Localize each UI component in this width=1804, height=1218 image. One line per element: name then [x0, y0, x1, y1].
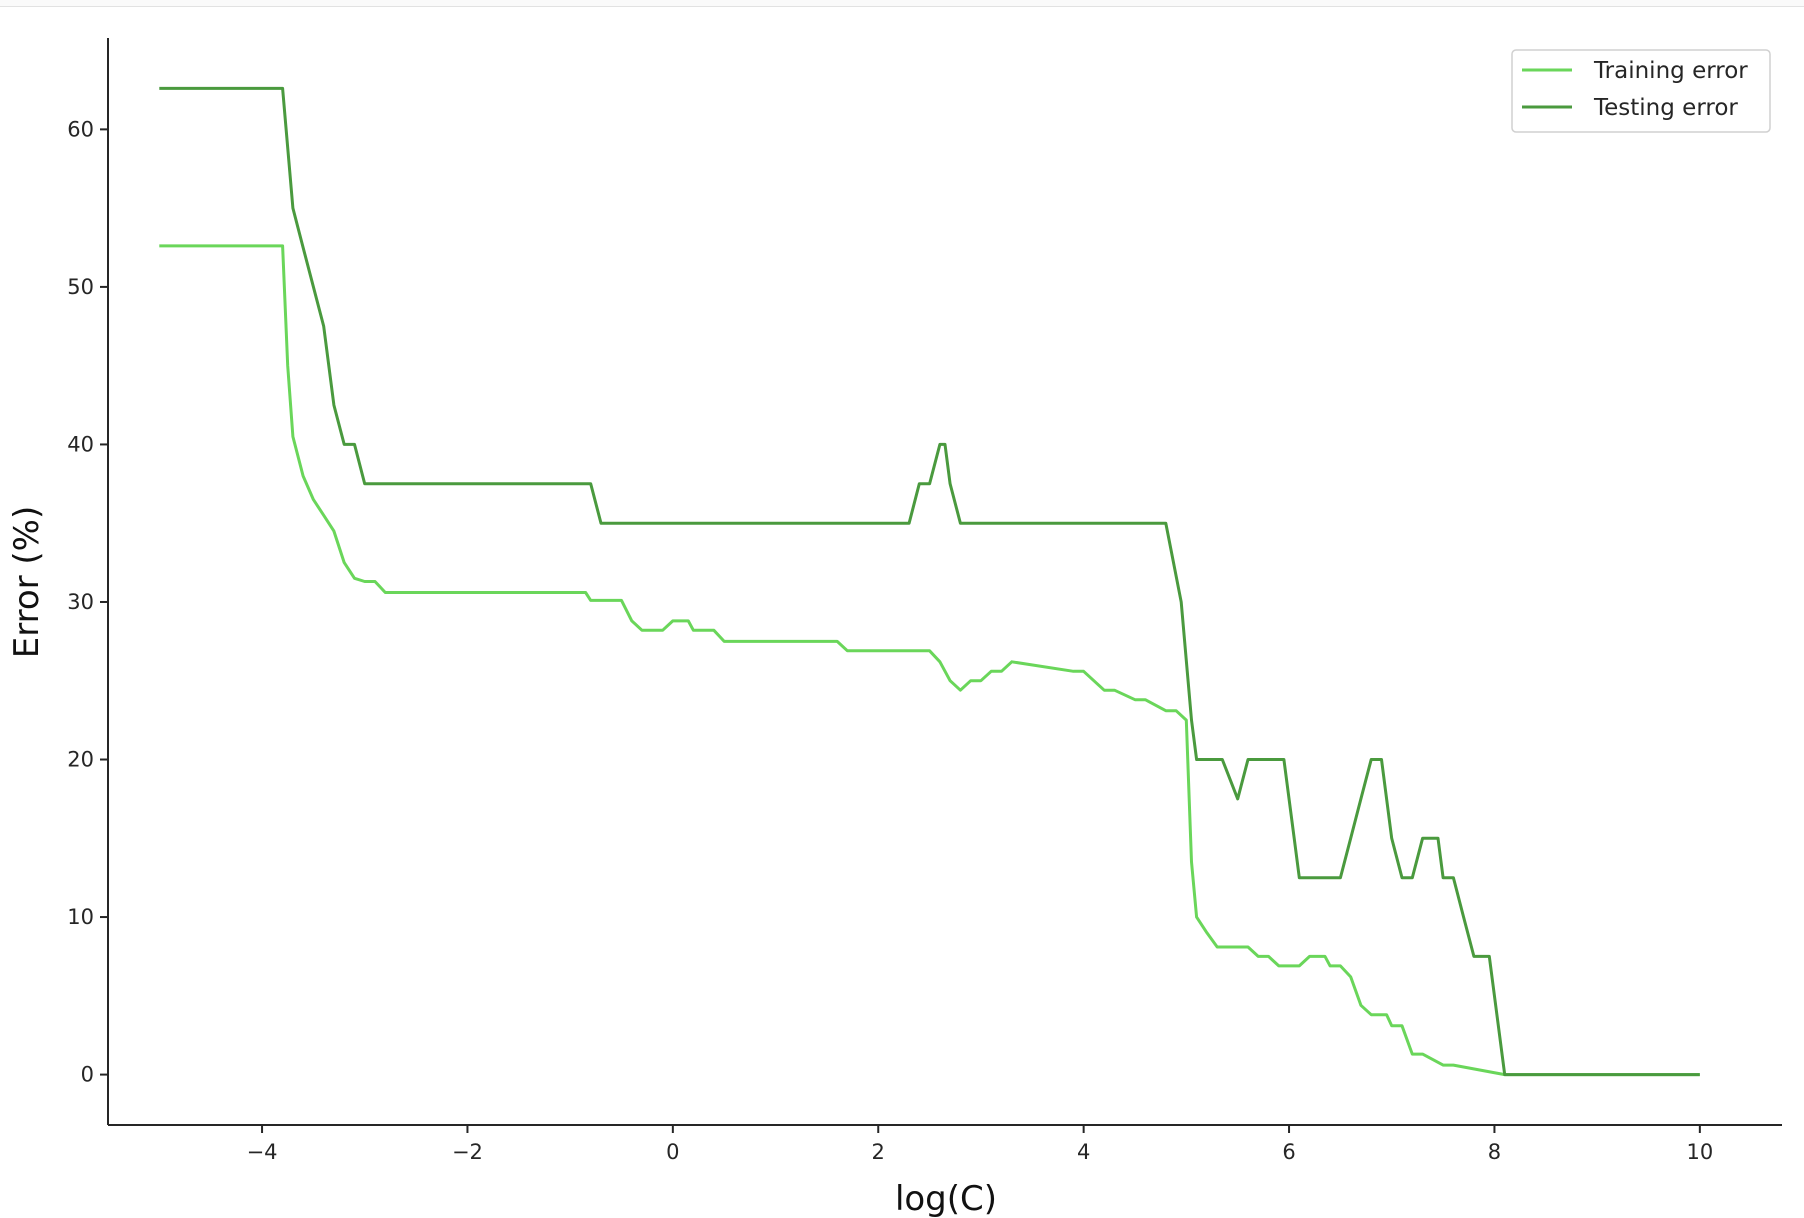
testing-error-line [159, 86, 1700, 1077]
y-tick-label: 40 [67, 432, 94, 456]
training-error-line [159, 244, 1700, 1077]
legend-box [1511, 49, 1771, 133]
y-axis-title: Error (%) [7, 506, 47, 659]
x-tick-label: 10 [1686, 1140, 1713, 1164]
y-axis-ticks: 0 10 20 30 40 50 60 [67, 117, 108, 1087]
x-tick-label: −2 [452, 1140, 483, 1164]
y-tick-label: 60 [67, 117, 94, 141]
legend: Training error Testing error [1511, 49, 1771, 133]
x-tick-label: −4 [247, 1140, 278, 1164]
x-axis-ticks: −4 −2 0 2 4 6 8 10 [247, 1125, 1713, 1164]
y-tick-label: 50 [67, 275, 94, 299]
legend-label-training: Training error [1593, 58, 1748, 84]
x-tick-label: 0 [666, 1140, 679, 1164]
y-tick-label: 20 [67, 748, 94, 772]
top-border-strip [0, 0, 1804, 7]
x-axis-title: log(C) [895, 1179, 997, 1218]
series-layer [159, 86, 1700, 1077]
legend-label-testing: Testing error [1593, 95, 1738, 121]
y-tick-label: 0 [81, 1063, 94, 1087]
x-tick-label: 8 [1488, 1140, 1501, 1164]
y-tick-label: 10 [67, 905, 94, 929]
x-tick-label: 2 [872, 1140, 885, 1164]
y-tick-label: 30 [67, 590, 94, 614]
x-tick-label: 4 [1077, 1140, 1090, 1164]
x-tick-label: 6 [1282, 1140, 1295, 1164]
plot-area: −4 −2 0 2 4 6 8 10 0 10 20 30 40 50 60 [67, 38, 1782, 1164]
